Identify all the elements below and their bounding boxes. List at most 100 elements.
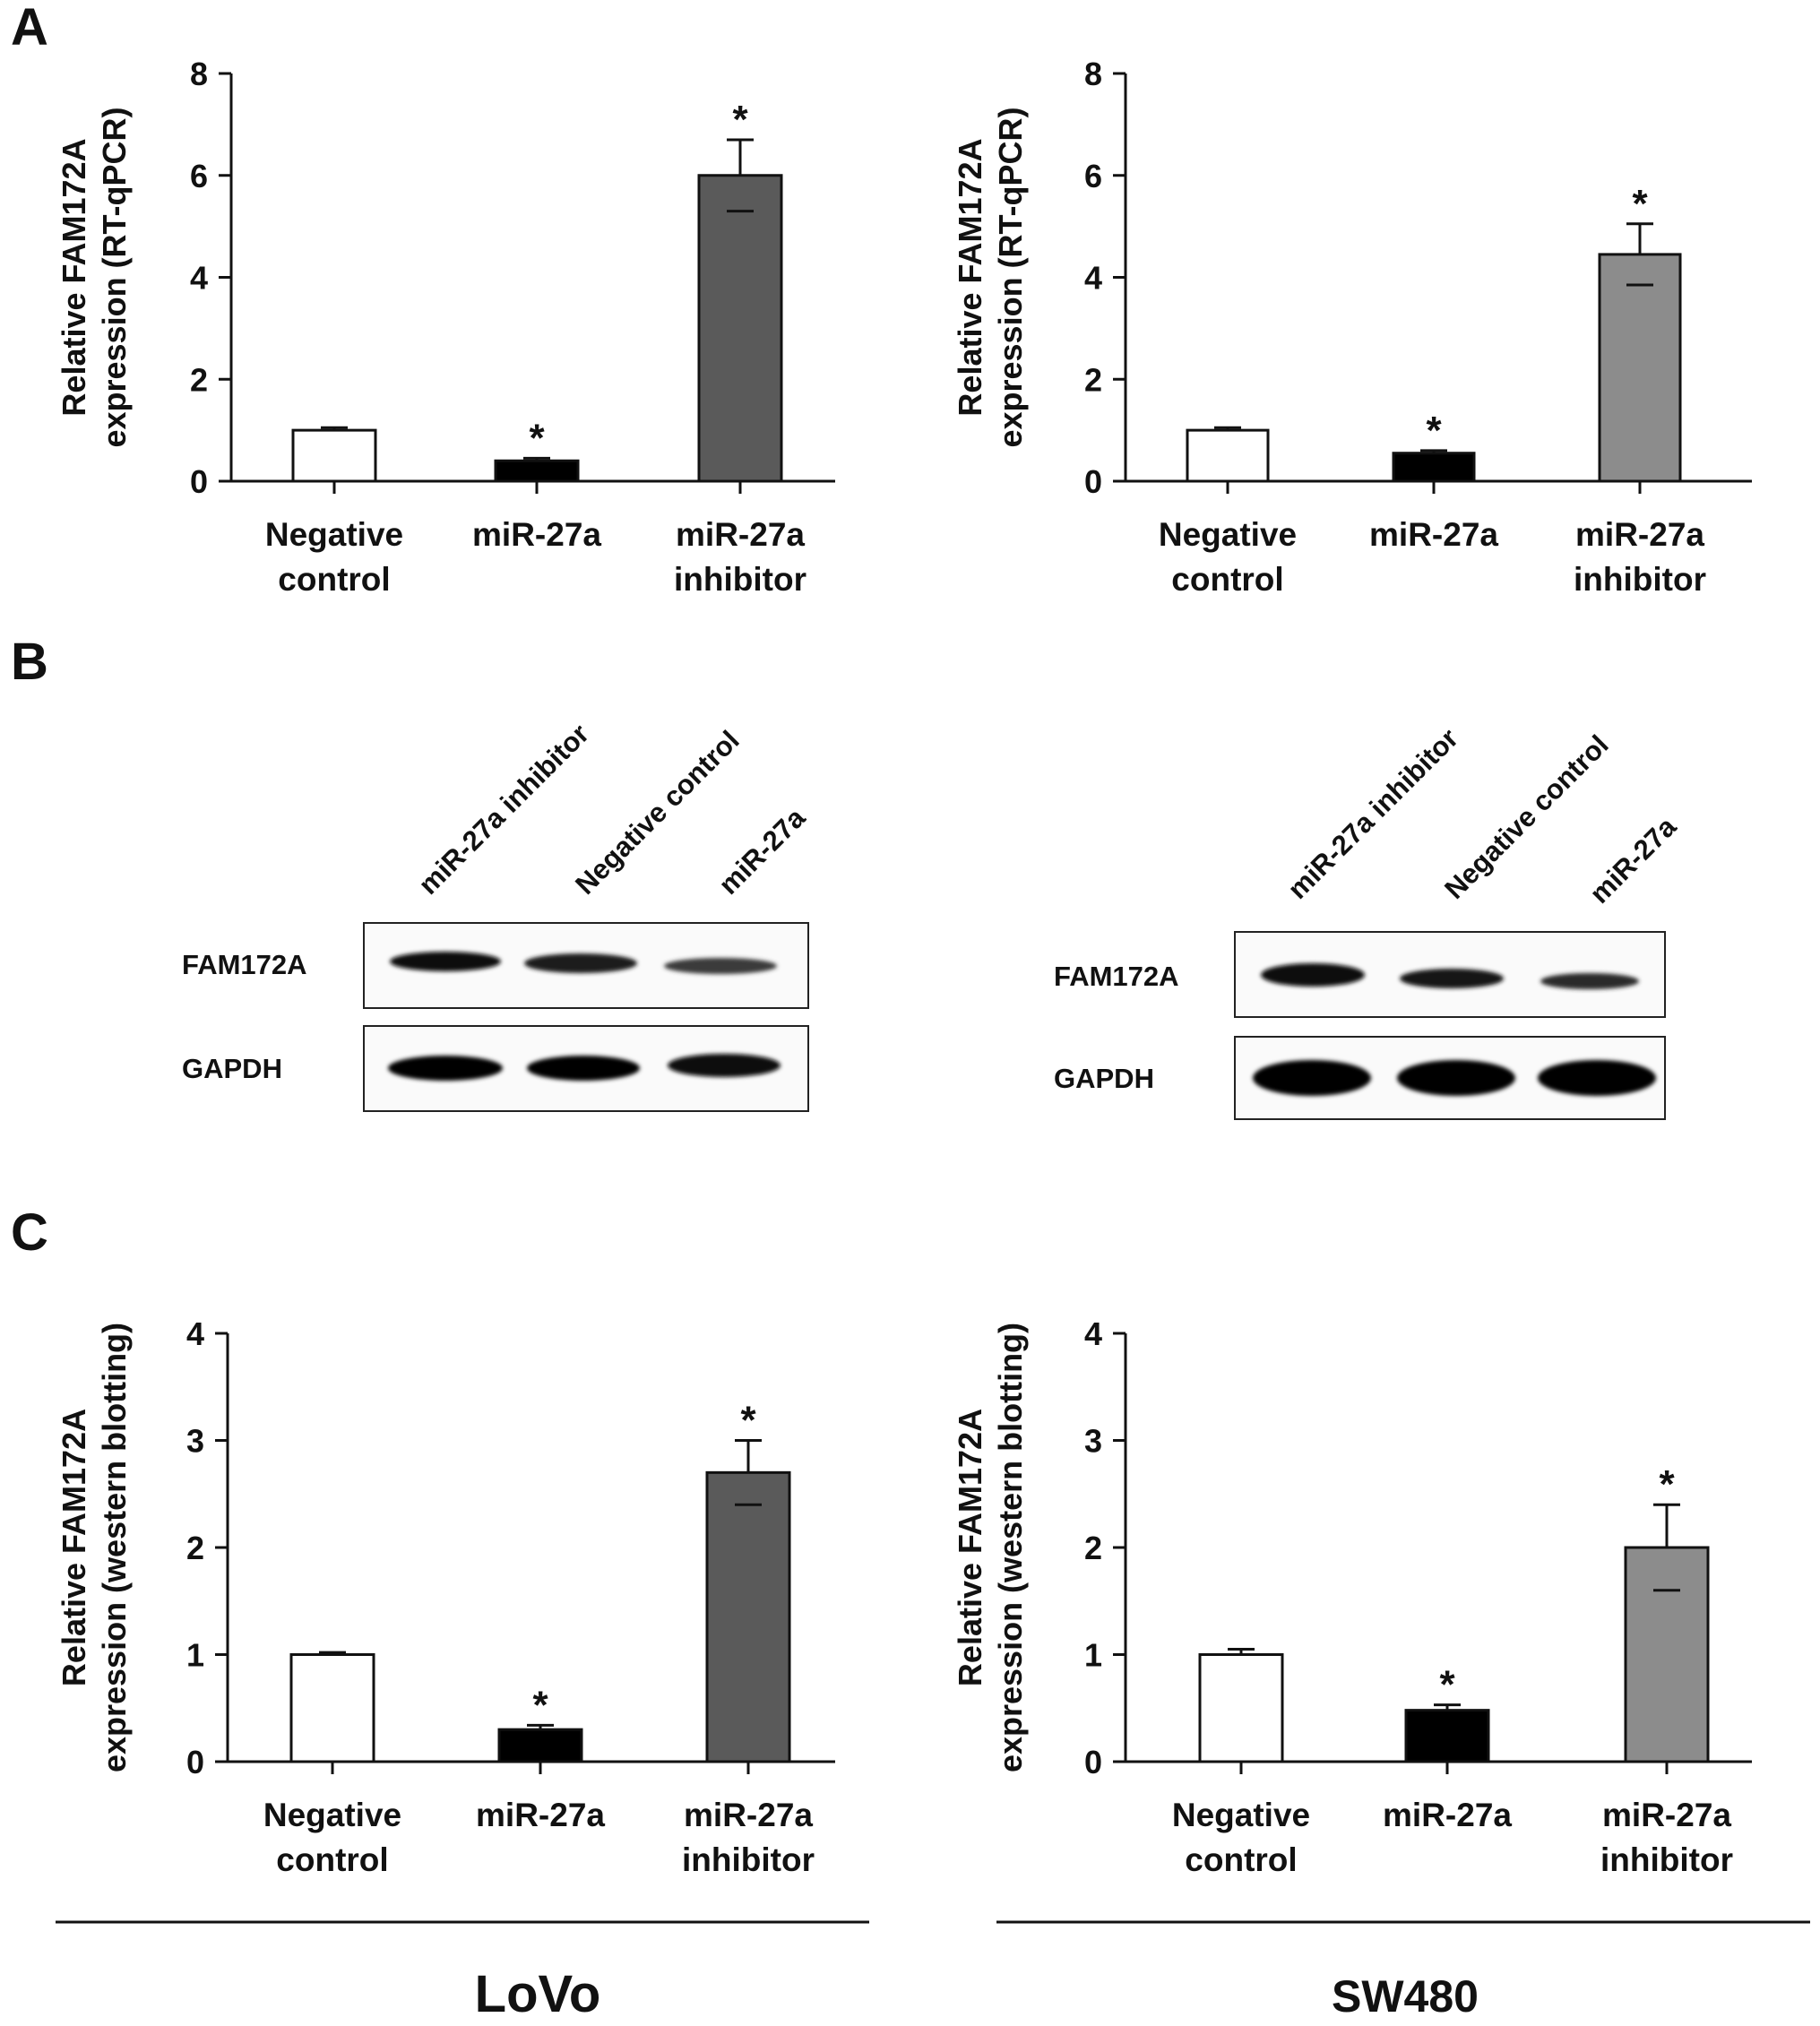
x-tick-label: miR-27a — [476, 1797, 605, 1833]
blot-band — [388, 1056, 503, 1081]
x-tick-label: control — [1171, 561, 1283, 598]
y-tick-label: 3 — [1084, 1423, 1102, 1460]
bar — [1198, 1653, 1284, 1763]
blot-lane-label: Negative control — [1438, 728, 1614, 904]
blot-band — [390, 952, 501, 971]
blot-band — [1397, 1060, 1515, 1096]
y-axis-label: Relative FAM172A — [952, 1409, 988, 1686]
y-axis-label: Relative FAM172A — [56, 138, 92, 416]
western-blot-left: miR-27a inhibitor Negative control miR-2… — [182, 718, 812, 1112]
x-tick-label: control — [278, 561, 390, 598]
blot-band — [1253, 1060, 1371, 1096]
x-tick-label: control — [1185, 1841, 1297, 1878]
bar-chart-3: 0 1 2 3 4 Relative FAM172A expression (western… — [56, 1315, 835, 1878]
significance-marker: * — [1426, 409, 1442, 453]
blot-band — [664, 958, 777, 974]
y-tick-label: 6 — [190, 158, 208, 194]
x-tick-label: Negative — [263, 1797, 401, 1833]
blot-band — [1540, 973, 1639, 989]
y-axis-label: expression (RT-qPCR) — [992, 107, 1029, 447]
y-axis-label: expression (western blotting) — [96, 1323, 133, 1772]
x-tick-label: miR-27a — [1369, 516, 1498, 553]
cell-line-label-lovo: LoVo — [475, 1965, 601, 2023]
x-tick-label: miR-27a — [684, 1797, 813, 1833]
bar — [1404, 1709, 1490, 1763]
x-tick-label: Negative — [1172, 1797, 1310, 1833]
y-tick-label: 4 — [1084, 1315, 1102, 1352]
blot-band — [668, 1054, 781, 1077]
x-tick-label: control — [276, 1841, 388, 1878]
y-tick-label: 2 — [1084, 1530, 1102, 1566]
panel-label-a: A — [11, 0, 48, 56]
blot-row-label: GAPDH — [182, 1053, 282, 1084]
y-tick-label: 0 — [1084, 463, 1102, 500]
blot-band — [527, 1056, 640, 1081]
x-tick-label: inhibitor — [682, 1841, 815, 1878]
bar — [697, 174, 783, 483]
x-tick-label: miR-27a — [1575, 516, 1704, 553]
y-tick-label: 2 — [1084, 361, 1102, 398]
bar — [494, 459, 580, 483]
y-tick-label: 1 — [186, 1637, 204, 1674]
significance-marker: * — [532, 1683, 548, 1727]
significance-marker: * — [1439, 1663, 1455, 1707]
blot-band — [1400, 969, 1504, 988]
bar — [1392, 452, 1476, 483]
blot-row-label: FAM172A — [1054, 961, 1179, 992]
x-tick-label: inhibitor — [1574, 561, 1706, 598]
y-axis-label: Relative FAM172A — [952, 138, 988, 416]
y-tick-label: 4 — [1084, 260, 1102, 297]
significance-marker: * — [529, 416, 545, 460]
bar — [1624, 1546, 1710, 1763]
bar-chart-1: 0 2 4 6 8 Relative FAM172A expression (RT-qPCR… — [56, 56, 835, 598]
bar-chart-2: 0 2 4 6 8 Relative FAM172A expression (RT-qPCR… — [952, 56, 1752, 598]
y-tick-label: 4 — [190, 260, 208, 297]
bar — [291, 428, 377, 483]
blot-band — [1261, 963, 1365, 987]
y-axis-label: expression (western blotting) — [992, 1323, 1029, 1772]
x-tick-label: inhibitor — [674, 561, 806, 598]
y-axis-label: Relative FAM172A — [56, 1409, 92, 1686]
y-tick-label: 0 — [190, 463, 208, 500]
panel-label-b: B — [11, 633, 48, 691]
y-tick-label: 6 — [1084, 158, 1102, 194]
blot-row-label: FAM172A — [182, 949, 307, 980]
panel-label-c: C — [11, 1203, 48, 1262]
blot-row-label: GAPDH — [1054, 1063, 1154, 1094]
x-tick-label: inhibitor — [1600, 1841, 1733, 1878]
blot-lane-label: miR-27a inhibitor — [412, 718, 595, 901]
x-tick-label: Negative — [1159, 516, 1297, 553]
significance-marker: * — [1632, 182, 1648, 226]
x-tick-label: miR-27a — [1383, 1797, 1512, 1833]
bar — [1598, 253, 1682, 483]
blot-lane-label: miR-27a — [712, 801, 812, 901]
blot-band — [1538, 1060, 1656, 1096]
significance-marker: * — [740, 1399, 756, 1443]
bar-chart-4: 0 1 2 3 4 Relative FAM172A expression (western… — [952, 1315, 1752, 1878]
x-tick-label: miR-27a — [676, 516, 805, 553]
y-tick-label: 3 — [186, 1423, 204, 1460]
y-tick-label: 0 — [1084, 1744, 1102, 1780]
y-tick-label: 1 — [1084, 1637, 1102, 1674]
bar — [289, 1653, 375, 1763]
y-axis-label: expression (RT-qPCR) — [96, 107, 133, 447]
y-tick-label: 2 — [186, 1530, 204, 1566]
y-tick-label: 8 — [1084, 56, 1102, 92]
blot-band — [524, 953, 637, 973]
blot-lane-label: miR-27a inhibitor — [1281, 722, 1464, 905]
bar — [705, 1470, 791, 1763]
bar — [1186, 428, 1270, 483]
y-tick-label: 2 — [190, 361, 208, 398]
cell-line-label-sw480: SW480 — [1332, 1971, 1479, 2022]
y-tick-label: 4 — [186, 1315, 204, 1352]
x-tick-label: miR-27a — [472, 516, 601, 553]
western-blot-right: miR-27a inhibitor Negative control miR-2… — [1054, 722, 1683, 1120]
x-tick-label: miR-27a — [1602, 1797, 1731, 1833]
y-tick-label: 8 — [190, 56, 208, 92]
bar — [497, 1728, 583, 1763]
significance-marker: * — [1659, 1462, 1675, 1506]
significance-marker: * — [732, 98, 748, 142]
blot-lane-label: miR-27a — [1583, 810, 1683, 910]
